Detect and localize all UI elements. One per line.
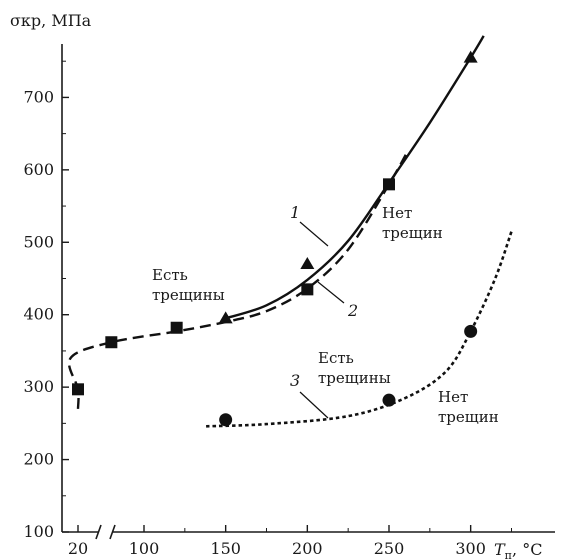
annotation-cracks-lower-line: трещины — [318, 369, 391, 387]
annotation-no-cracks-upper-line: Нет — [382, 204, 412, 222]
labels: 1 2 3 Есть трещины Нет трещин Есть трещины Нет тре… — [152, 203, 499, 426]
marker-circle-series-3 — [382, 393, 396, 407]
x-tick-label: 200 — [292, 539, 323, 558]
leader-line-2 — [317, 281, 345, 304]
curve-1-solid — [225, 35, 485, 320]
curves — [67, 35, 513, 428]
leader-line-3 — [299, 391, 329, 419]
y-tick-label: 600 — [23, 160, 54, 179]
leader-line-1 — [299, 221, 329, 247]
axis-break-mark — [109, 524, 116, 540]
marker-square-series-2 — [301, 283, 314, 296]
curve-label-1: 1 — [290, 203, 300, 222]
x-tick-label: 100 — [129, 539, 160, 558]
x-tick-label: 250 — [374, 539, 405, 558]
y-tick-label: 200 — [23, 450, 54, 469]
axis-break-mark — [95, 524, 102, 540]
curve-label-2: 2 — [347, 301, 358, 320]
marker-square-series-2 — [105, 336, 118, 349]
y-tick-label: 500 — [23, 232, 54, 251]
axes: 100 200 300 400 500 600 700 20 100 150 200 250 300 σк… — [10, 11, 555, 560]
x-tick-label: 300 — [455, 539, 486, 558]
annotation-no-cracks-upper-line: трещин — [382, 224, 443, 242]
data-markers — [72, 50, 478, 427]
y-tick-label: 400 — [23, 305, 54, 324]
annotation-cracks-upper-line: трещины — [152, 286, 225, 304]
annotation-cracks-upper-line: Есть — [152, 266, 188, 284]
x-tick-label: 150 — [210, 539, 241, 558]
marker-triangle-series-1 — [218, 311, 233, 324]
annotation-no-cracks-lower-line: Нет — [438, 388, 468, 406]
marker-circle-series-3 — [219, 413, 233, 427]
curve-3-dotted — [206, 230, 513, 428]
marker-triangle-series-1 — [300, 257, 315, 270]
y-tick-label: 700 — [23, 87, 54, 106]
curve-label-3: 3 — [290, 371, 300, 390]
y-tick-label: 100 — [23, 522, 54, 541]
marker-square-series-2 — [382, 178, 395, 191]
annotation-cracks-lower-line: Есть — [318, 349, 354, 367]
annotation-no-cracks-lower-line: трещин — [438, 408, 499, 426]
y-axis-title: σкр, МПа — [10, 11, 92, 30]
x-tick-label: 20 — [68, 539, 88, 558]
marker-circle-series-3 — [464, 324, 478, 338]
marker-triangle-series-1 — [463, 50, 478, 63]
y-tick-label: 300 — [23, 377, 54, 396]
x-axis-title: Tп, °C — [494, 540, 542, 560]
marker-square-series-2 — [72, 383, 84, 396]
marker-square-series-2 — [170, 321, 183, 334]
